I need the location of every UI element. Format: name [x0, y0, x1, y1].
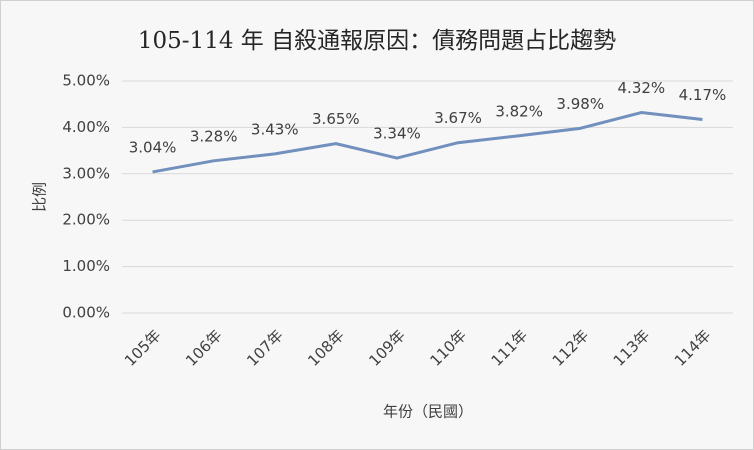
y-tick-label: 5.00% [62, 72, 110, 90]
data-label: 3.67% [434, 109, 482, 127]
data-label: 3.43% [251, 120, 299, 138]
data-label: 3.34% [373, 125, 421, 143]
y-tick-label: 4.00% [62, 118, 110, 136]
data-label: 4.32% [618, 79, 666, 97]
chart-title: 105-114 年 自殺通報原因：債務問題占比趨勢 [138, 28, 616, 54]
data-label: 4.17% [679, 86, 727, 104]
y-tick-label: 0.00% [62, 304, 110, 322]
data-label: 3.98% [556, 95, 604, 113]
line [152, 111, 703, 174]
data-label: 3.04% [129, 138, 177, 156]
data-label: 3.65% [312, 110, 360, 128]
y-axis-title: 比例 [31, 182, 49, 212]
data-label: 3.28% [190, 127, 238, 145]
y-tick-label: 2.00% [62, 211, 110, 229]
data-label: 3.82% [495, 102, 543, 120]
x-axis-title: 年份（民國） [383, 403, 473, 421]
y-tick-label: 3.00% [62, 164, 110, 182]
y-tick-label: 1.00% [62, 257, 110, 275]
